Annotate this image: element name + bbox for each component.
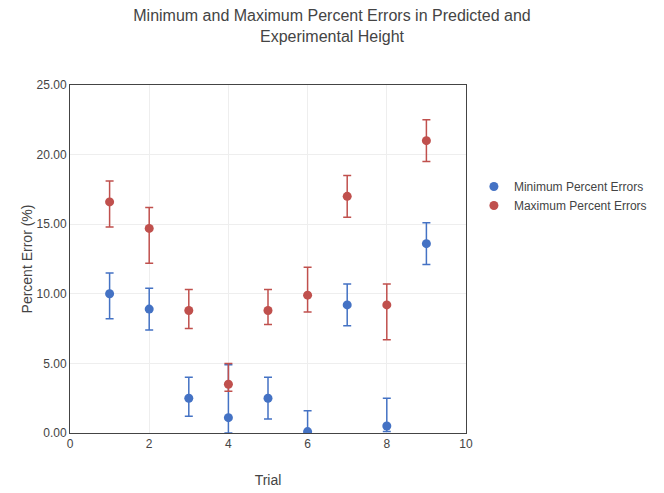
svg-text:6: 6	[304, 437, 311, 451]
svg-text:0: 0	[67, 437, 74, 451]
svg-text:15.00: 15.00	[37, 217, 67, 231]
svg-text:8: 8	[383, 437, 390, 451]
svg-text:4: 4	[225, 437, 232, 451]
svg-text:Minimum Percent Errors: Minimum Percent Errors	[514, 180, 643, 194]
svg-text:10.00: 10.00	[37, 287, 67, 301]
svg-text:5.00: 5.00	[43, 357, 67, 371]
svg-text:Percent Error (%): Percent Error (%)	[19, 205, 35, 314]
svg-text:0.00: 0.00	[43, 426, 67, 440]
svg-text:Minimum and Maximum Percent Er: Minimum and Maximum Percent Errors in Pr…	[133, 7, 530, 45]
svg-text:25.00: 25.00	[37, 78, 67, 92]
svg-text:20.00: 20.00	[37, 148, 67, 162]
svg-text:Trial: Trial	[255, 472, 282, 488]
svg-text:10: 10	[459, 437, 473, 451]
svg-text:2: 2	[146, 437, 153, 451]
svg-text:Maximum Percent Errors: Maximum Percent Errors	[514, 199, 647, 213]
